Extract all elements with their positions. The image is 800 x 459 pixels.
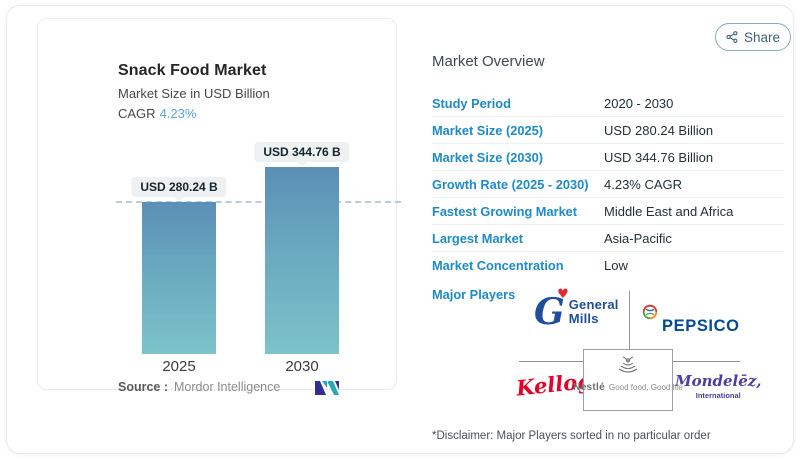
- cagr-label: CAGR: [118, 106, 156, 121]
- table-row: Market Size (2025) USD 280.24 Billion: [432, 117, 784, 144]
- cagr-value: 4.23%: [159, 106, 197, 121]
- table-row: Market Concentration Low: [432, 252, 784, 279]
- overview-heading: Market Overview: [432, 53, 545, 70]
- market-size-chart-panel: Snack Food Market Market Size in USD Bil…: [37, 18, 401, 395]
- bar-value-label-2025: USD 280.24 B: [131, 177, 227, 197]
- row-label-market-concentration: Market Concentration: [432, 258, 564, 273]
- bar-2030: [265, 167, 339, 354]
- table-row: Market Size (2030) USD 344.76 Billion: [432, 144, 784, 171]
- x-axis-label-2025: 2025: [162, 358, 196, 375]
- logo-grid-vertical-divider: [629, 291, 630, 349]
- reference-dashed-line: [116, 201, 401, 203]
- table-row: Study Period 2020 - 2030: [432, 90, 784, 117]
- row-value-market-size-2030: USD 344.76 Billion: [604, 149, 714, 165]
- row-value-market-concentration: Low: [604, 258, 628, 273]
- heart-icon: ♥: [557, 287, 569, 302]
- row-label-fastest-growing-market: Fastest Growing Market: [432, 203, 578, 219]
- row-value-market-size-2025: USD 280.24 Billion: [604, 122, 714, 138]
- bar-value-label-2030: USD 344.76 B: [254, 142, 350, 162]
- table-row: Largest Market Asia-Pacific: [432, 225, 784, 252]
- nestle-nest-icon: [618, 356, 638, 373]
- chart-header: Snack Food Market Market Size in USD Bil…: [118, 62, 270, 121]
- pepsico-globe-icon: [642, 304, 658, 320]
- row-label-study-period: Study Period: [432, 95, 511, 111]
- bar-2025: [142, 202, 216, 354]
- row-value-growth-rate: 4.23% CAGR: [604, 176, 683, 192]
- source-label: Source :: [118, 380, 169, 394]
- row-label-largest-market: Largest Market: [432, 230, 524, 246]
- major-players-label: Major Players: [432, 287, 516, 302]
- report-card: Snack Food Market Market Size in USD Bil…: [6, 5, 794, 454]
- row-value-largest-market: Asia-Pacific: [604, 230, 672, 246]
- mordor-intelligence-logo-icon: [315, 381, 339, 395]
- table-row: Fastest Growing Market Middle East and A…: [432, 198, 784, 225]
- mondelez-logo: Mondelēz, International: [675, 372, 762, 400]
- share-button[interactable]: Share: [715, 23, 791, 51]
- mondelez-subtext: International: [695, 391, 741, 400]
- x-axis-label-2030: 2030: [285, 358, 319, 375]
- row-label-market-size-2025: Market Size (2025): [432, 122, 543, 138]
- source-value: Mordor Intelligence: [174, 380, 281, 394]
- chart-subtitle: Market Size in USD Billion: [118, 86, 270, 101]
- nestle-tagline: Good food, Good life: [609, 383, 683, 392]
- table-row: Growth Rate (2025 - 2030) 4.23% CAGR: [432, 171, 784, 198]
- mondelez-wordmark: Mondelēz,: [675, 372, 762, 390]
- row-value-fastest-growing-market: Middle East and Africa: [604, 203, 734, 219]
- general-mills-g-icon: G ♥: [534, 287, 569, 333]
- disclaimer-text: *Disclaimer: Major Players sorted in no …: [432, 430, 711, 442]
- overview-table: Study Period 2020 - 2030 Market Size (20…: [432, 90, 784, 279]
- nestle-bottom-row: Nestlé Good food, Good life: [573, 382, 683, 393]
- chart-cagr-line: CAGR 4.23%: [118, 106, 270, 121]
- row-label-growth-rate: Growth Rate (2025 - 2030): [432, 176, 589, 192]
- chart-title: Snack Food Market: [118, 62, 267, 79]
- nestle-wordmark: Nestlé: [573, 382, 605, 393]
- general-mills-wordmark: General Mills: [568, 297, 619, 326]
- source-row: Source : Mordor Intelligence: [118, 380, 280, 394]
- row-value-study-period: 2020 - 2030: [604, 95, 674, 111]
- share-icon: [726, 31, 738, 43]
- share-button-label: Share: [743, 29, 781, 45]
- pepsico-wordmark: PEPSICO: [662, 317, 740, 335]
- nestle-logo: Nestlé Good food, Good life: [573, 349, 683, 411]
- row-label-market-size-2030: Market Size (2030): [432, 149, 543, 165]
- general-mills-logo: G ♥ General Mills: [534, 287, 619, 333]
